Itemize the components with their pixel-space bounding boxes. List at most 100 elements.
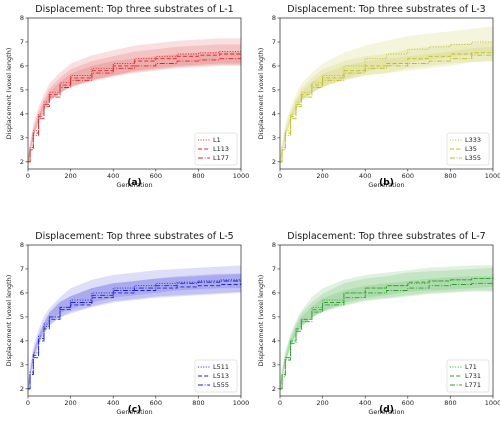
x-tick-label: 0 [278, 172, 282, 180]
x-tick-label: 400 [359, 172, 371, 180]
band-L333 [280, 26, 493, 168]
band-L731 [280, 267, 493, 393]
y-axis-label: Displacement (voxel length) [5, 275, 13, 367]
legend-label-L555: L555 [213, 381, 229, 389]
y-tick-label: 2 [272, 158, 276, 166]
y-tick-label: 8 [272, 241, 276, 249]
x-tick-label: 400 [107, 172, 119, 180]
y-tick-label: 2 [272, 385, 276, 393]
y-tick-label: 6 [20, 289, 24, 297]
x-tick-label: 800 [444, 399, 456, 407]
series-line-L177 [28, 58, 241, 163]
band-L35 [280, 42, 493, 166]
x-tick-label: 600 [150, 399, 162, 407]
y-tick-label: 4 [20, 337, 24, 345]
x-axis-label: Generation [116, 408, 152, 416]
legend-label-L71: L71 [465, 363, 477, 371]
y-tick-label: 7 [20, 38, 24, 46]
plot-frame [27, 17, 242, 170]
panel-label: (a) [127, 178, 141, 188]
legend-label-L731: L731 [465, 372, 481, 380]
plot-frame [279, 17, 494, 170]
x-tick-label: 1000 [233, 172, 250, 180]
legend-label-L1: L1 [213, 136, 221, 144]
chart-panel-2: Displacement: Top three substrates of L-… [257, 4, 500, 189]
chart-panel-3: Displacement: Top three substrates of L-… [5, 231, 249, 416]
band-L355 [280, 46, 493, 165]
y-tick-label: 7 [272, 265, 276, 273]
y-tick-label: 8 [20, 14, 24, 22]
legend-box [194, 132, 238, 166]
chart-title: Displacement: Top three substrates of L-… [35, 4, 233, 15]
x-axis-label: Generation [368, 181, 404, 189]
band-L555 [28, 273, 241, 392]
y-tick-label: 8 [20, 241, 24, 249]
x-tick-label: 0 [278, 399, 282, 407]
y-tick-label: 8 [272, 14, 276, 22]
x-tick-label: 1000 [485, 172, 500, 180]
y-tick-label: 5 [20, 86, 24, 94]
legend-box [446, 359, 490, 393]
x-tick-label: 1000 [233, 399, 250, 407]
y-tick-label: 6 [20, 62, 24, 70]
series-line-L355 [280, 54, 494, 163]
y-tick-label: 6 [272, 62, 276, 70]
chart-panel-4: Displacement: Top three substrates of L-… [257, 231, 500, 416]
band-L71 [280, 265, 493, 395]
y-tick-label: 3 [20, 361, 24, 369]
y-tick-label: 5 [272, 313, 276, 321]
chart-panel-1: Displacement: Top three substrates of L-… [5, 4, 249, 189]
x-axis-label: Generation [116, 181, 152, 189]
y-tick-label: 6 [272, 289, 276, 297]
chart-title: Displacement: Top three substrates of L-… [287, 4, 485, 15]
legend-box [446, 132, 490, 166]
legend-box [194, 359, 238, 393]
x-tick-label: 600 [402, 399, 414, 407]
y-tick-label: 3 [272, 134, 276, 142]
x-tick-label: 600 [150, 172, 162, 180]
plot-frame [279, 244, 494, 397]
series-line-L771 [280, 282, 493, 390]
chart-title: Displacement: Top three substrates of L-… [35, 231, 233, 242]
legend-label-L511: L511 [213, 363, 229, 371]
band-L113 [28, 44, 241, 166]
y-tick-label: 5 [20, 313, 24, 321]
x-tick-label: 800 [192, 172, 204, 180]
x-tick-label: 0 [26, 399, 30, 407]
y-axis-label: Displacement (voxel length) [5, 48, 13, 140]
x-tick-label: 0 [26, 172, 30, 180]
y-tick-label: 4 [272, 337, 276, 345]
y-tick-label: 2 [20, 158, 24, 166]
x-tick-label: 200 [64, 172, 76, 180]
band-L1 [28, 38, 241, 168]
x-tick-label: 800 [192, 399, 204, 407]
legend-label-L113: L113 [213, 145, 229, 153]
y-tick-label: 7 [272, 38, 276, 46]
series-line-L555 [28, 280, 241, 390]
x-tick-label: 600 [402, 172, 414, 180]
y-tick-label: 7 [20, 265, 24, 273]
y-tick-label: 3 [272, 361, 276, 369]
y-tick-label: 3 [20, 134, 24, 142]
y-axis-label: Displacement (voxel length) [257, 275, 265, 367]
x-tick-label: 400 [359, 399, 371, 407]
panel-label: (b) [379, 178, 394, 188]
legend-label-L177: L177 [213, 154, 229, 162]
x-tick-label: 200 [316, 172, 328, 180]
y-tick-label: 5 [272, 86, 276, 94]
x-tick-label: 200 [316, 399, 328, 407]
plot-frame [27, 244, 242, 397]
legend-label-L355: L355 [465, 154, 481, 162]
legend-label-L771: L771 [465, 381, 481, 389]
series-line-L113 [28, 53, 241, 163]
y-tick-label: 4 [20, 110, 24, 118]
x-tick-label: 800 [444, 172, 456, 180]
y-tick-label: 2 [20, 385, 24, 393]
x-tick-label: 1000 [485, 399, 500, 407]
panel-label: (d) [379, 405, 394, 415]
